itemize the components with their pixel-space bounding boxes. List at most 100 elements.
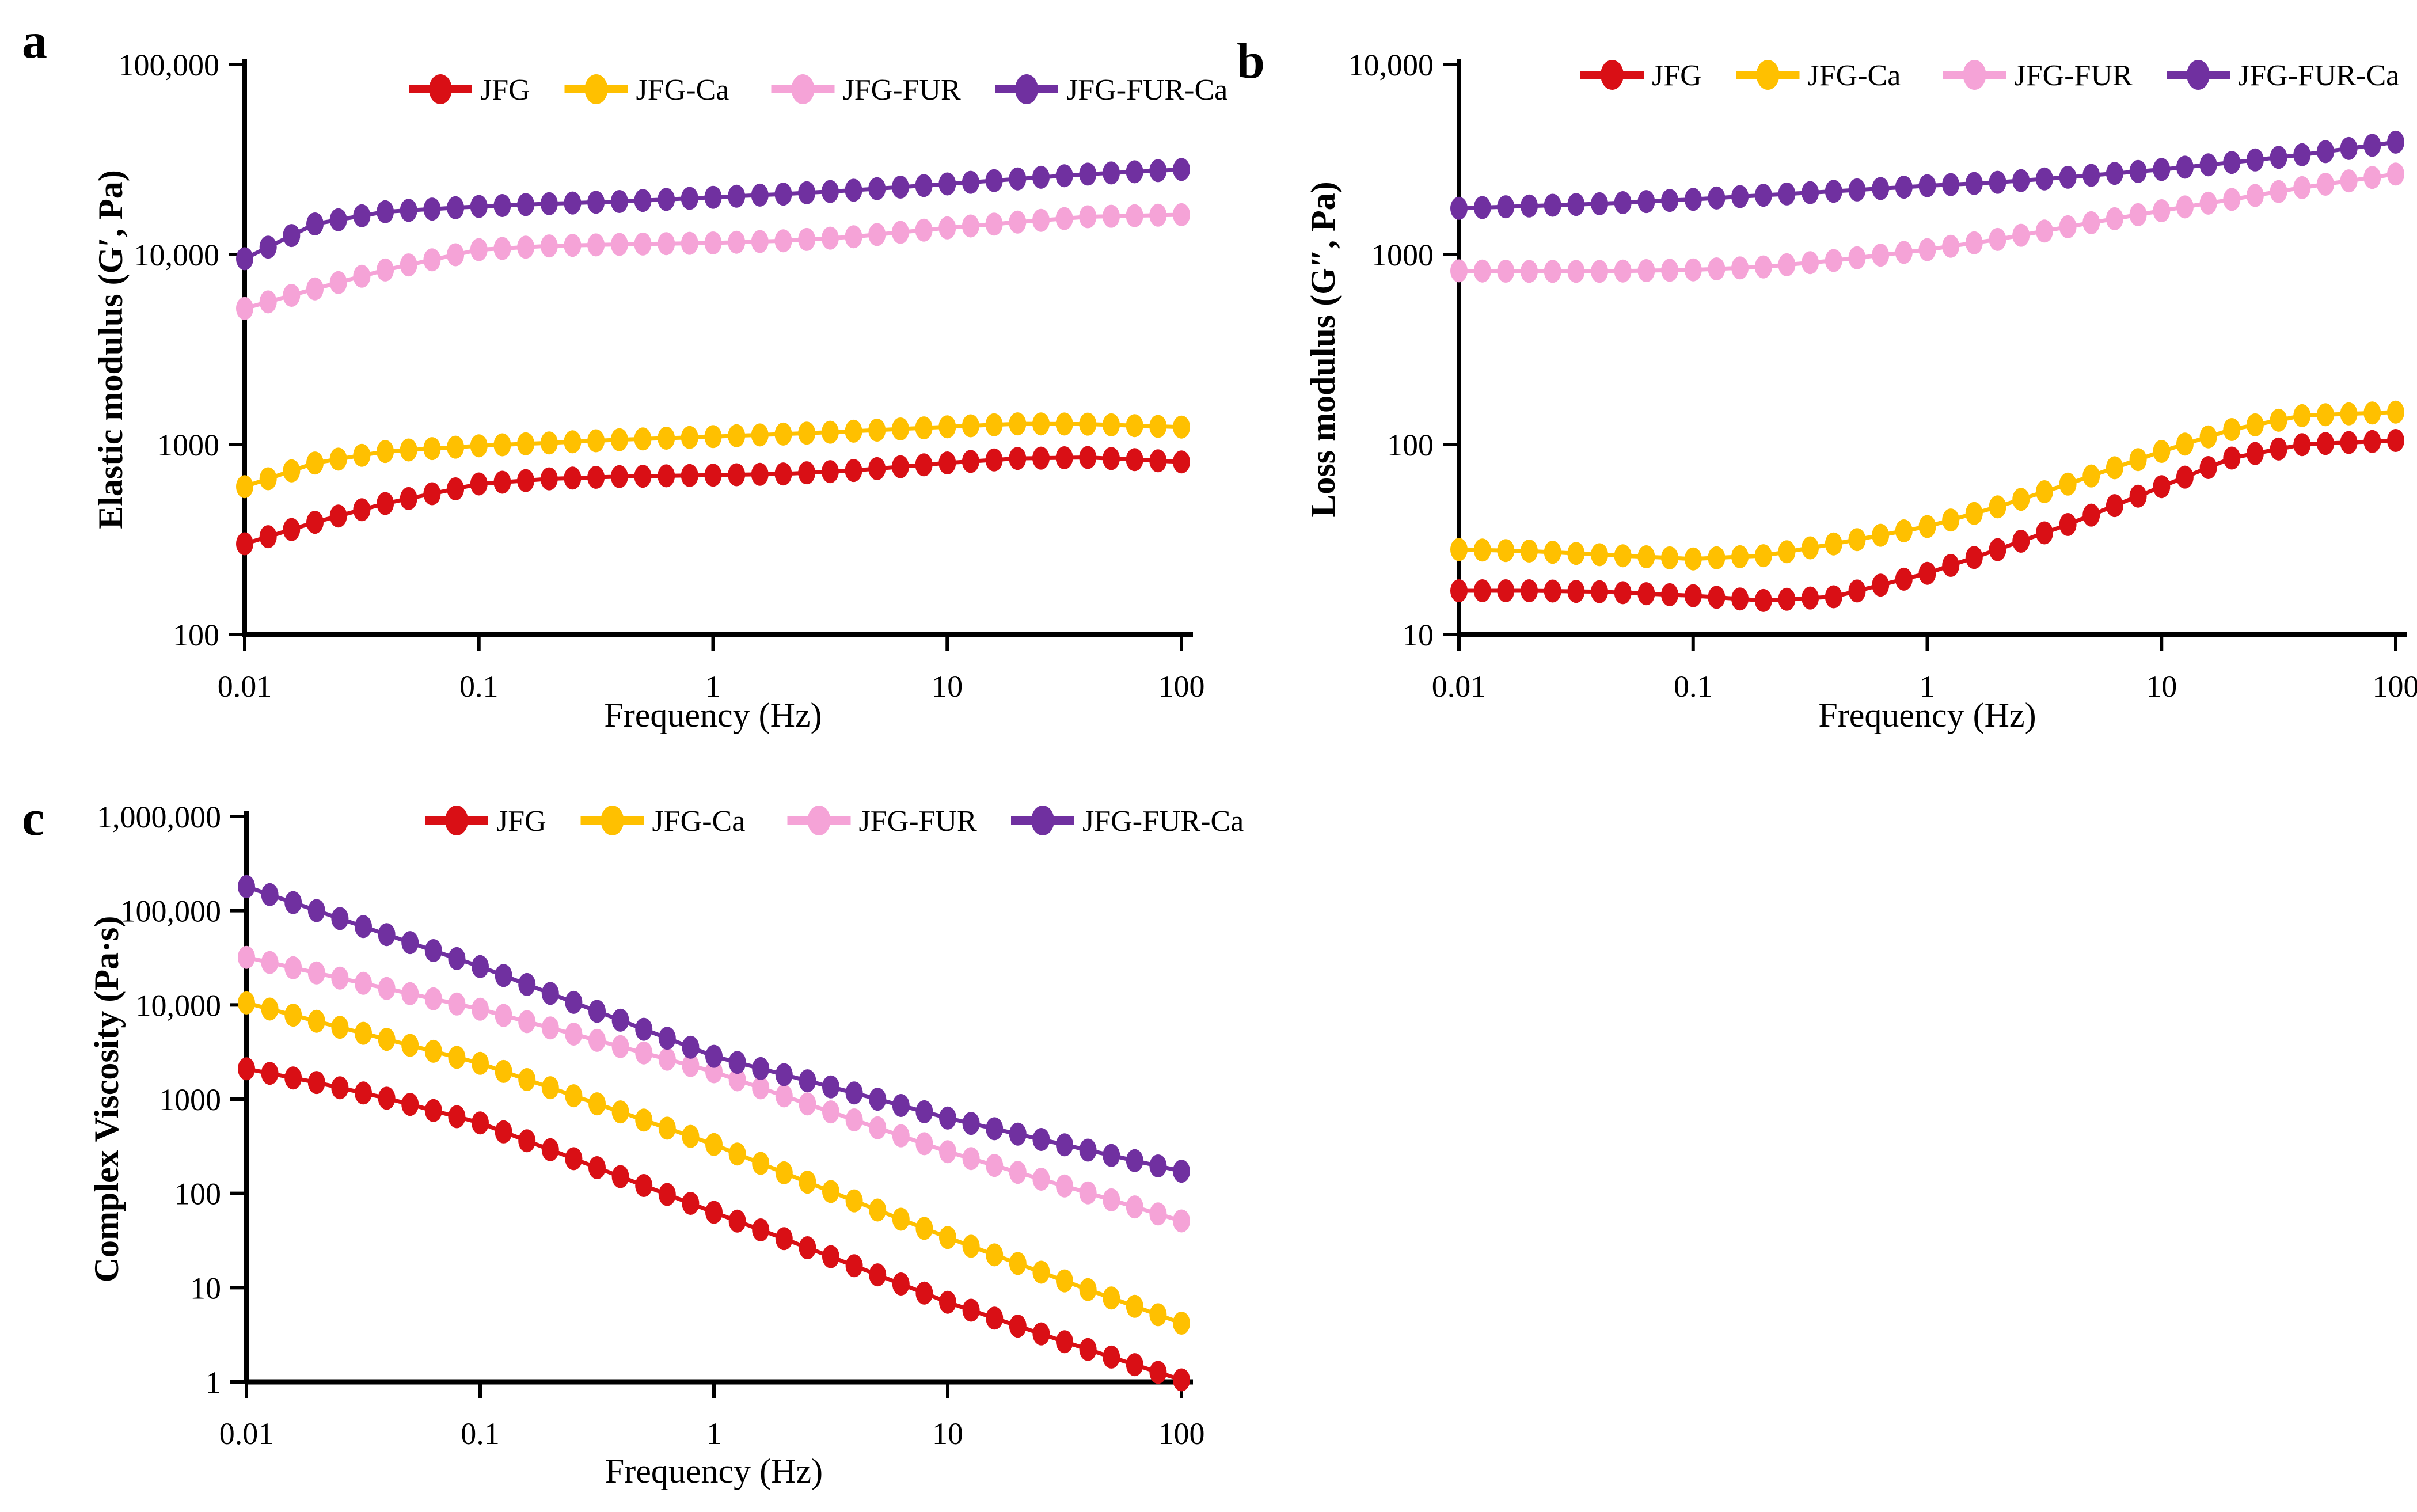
data-point: [1567, 580, 1585, 603]
data-point: [845, 459, 862, 483]
data-point: [447, 477, 465, 500]
data-point: [775, 1161, 793, 1184]
data-point: [774, 422, 792, 446]
data-point: [704, 231, 722, 254]
panel-b: b 0.01 0.1 1 10 100 10,000 1000 100 10 Frequency (…: [1237, 33, 2417, 734]
data-point: [2082, 503, 2100, 527]
series-jfg-fur-ca: [236, 158, 1190, 271]
data-point: [378, 1086, 396, 1110]
data-point: [283, 224, 301, 248]
data-point: [2387, 400, 2404, 424]
data-point: [238, 1057, 255, 1081]
legend-label: JFG-Ca: [1808, 59, 1901, 92]
data-point: [658, 188, 675, 211]
legend-marker-dot: [429, 74, 452, 104]
data-point: [588, 1000, 606, 1023]
series-jfg: [236, 446, 1190, 556]
data-point: [2082, 464, 2100, 488]
data-point: [799, 1171, 816, 1194]
y-tick-label: 100: [1387, 428, 1434, 462]
data-point: [238, 945, 255, 969]
data-point: [1872, 177, 1890, 200]
y-tick-label: 10: [1403, 618, 1434, 652]
data-point: [2387, 429, 2404, 452]
data-point: [1173, 1209, 1190, 1233]
data-point: [2106, 162, 2123, 185]
data-point: [1567, 542, 1585, 565]
data-point: [962, 1147, 980, 1171]
x-tick-label: 100: [2373, 669, 2417, 704]
x-axis-title: Frequency (Hz): [1818, 696, 2036, 734]
data-point: [378, 1028, 396, 1051]
x-tick-label: 100: [1158, 669, 1205, 704]
data-point: [1126, 160, 1143, 184]
data-point: [493, 470, 511, 494]
data-point: [798, 461, 816, 485]
legend-marker-dot: [1963, 60, 1986, 90]
data-point: [728, 1142, 746, 1166]
data-point: [892, 1094, 910, 1117]
data-point: [845, 1254, 863, 1278]
data-point: [892, 1207, 910, 1231]
series-jfg-fur: [238, 945, 1190, 1233]
data-point: [2246, 442, 2264, 465]
data-point: [1825, 180, 1842, 203]
data-point: [635, 1017, 653, 1041]
data-point: [681, 464, 698, 487]
data-point: [986, 1306, 1004, 1330]
data-point: [1661, 259, 1679, 282]
data-point: [938, 451, 956, 474]
data-point: [378, 923, 396, 947]
data-point: [1778, 540, 1796, 564]
data-point: [1126, 414, 1143, 438]
data-point: [1544, 541, 1561, 564]
data-point: [1614, 259, 1632, 283]
legend-label: JFG-FUR-Ca: [1082, 805, 1244, 838]
data-point: [1032, 412, 1050, 436]
data-point: [353, 443, 371, 467]
legend-item-jfg-fur-ca: JFG-FUR-Ca: [995, 74, 1227, 107]
data-point: [1521, 579, 1538, 602]
data-point: [2176, 432, 2194, 456]
data-point: [1802, 251, 1819, 275]
data-point: [1965, 502, 1983, 525]
data-point: [751, 183, 769, 207]
data-point: [1708, 186, 1726, 210]
data-point: [353, 264, 371, 288]
y-tick-label: 1000: [1371, 238, 1434, 272]
data-point: [1126, 448, 1143, 472]
data-point: [1965, 546, 1983, 569]
data-point: [1895, 567, 1913, 591]
data-point: [1802, 536, 1819, 560]
data-point: [1544, 579, 1561, 603]
data-point: [682, 1192, 700, 1215]
data-point: [775, 1227, 793, 1251]
data-point: [400, 438, 417, 462]
data-point: [821, 460, 839, 484]
data-point: [493, 194, 511, 217]
panel-letter-c: c: [22, 791, 44, 846]
data-point: [2012, 169, 2030, 192]
data-point: [2059, 215, 2077, 238]
legend-marker-dot: [807, 806, 831, 835]
data-point: [1149, 415, 1167, 438]
data-point: [868, 457, 886, 480]
data-point: [1126, 1149, 1143, 1172]
data-point: [939, 1140, 956, 1164]
series-jfg-ca: [1450, 400, 2404, 571]
x-tick-label: 0.01: [1432, 669, 1487, 704]
series-jfg-ca: [238, 991, 1190, 1335]
data-point: [681, 231, 698, 255]
data-point: [470, 238, 488, 261]
legend-item-jfg-fur: JFG-FUR: [787, 805, 977, 838]
data-point: [495, 1059, 512, 1083]
data-point: [355, 1021, 372, 1045]
data-point: [2129, 484, 2147, 508]
data-point: [2387, 162, 2404, 186]
data-point: [1056, 1269, 1073, 1293]
data-point: [1989, 495, 2006, 519]
data-point: [2293, 433, 2311, 457]
data-point: [986, 1117, 1004, 1141]
data-point: [752, 1057, 770, 1080]
data-point: [1173, 1312, 1190, 1335]
